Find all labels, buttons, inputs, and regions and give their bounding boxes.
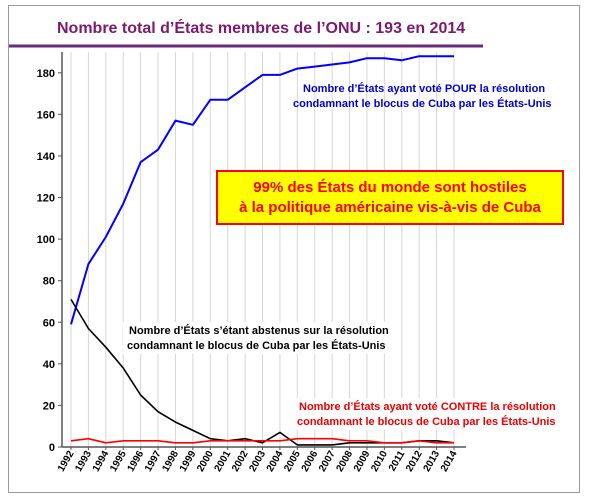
y-tick-label-20: 20	[43, 400, 55, 412]
y-tick-label-80: 80	[43, 276, 55, 288]
callout-line2: à la politique américaine vis-à-vis de C…	[239, 199, 541, 216]
y-tick-label-120: 120	[37, 193, 55, 205]
annotation-abstention-line1: Nombre d’États s’étant abstenus sur la r…	[129, 324, 389, 337]
x-tick-label-2001: 2001	[213, 449, 234, 474]
annotation-abstention-bg	[123, 322, 400, 354]
x-tick-label-1997: 1997	[143, 449, 164, 474]
x-tick-label-2003: 2003	[247, 449, 268, 474]
x-tick-label-2008: 2008	[334, 449, 355, 474]
x-tick-label-2007: 2007	[317, 449, 338, 474]
x-tick-label-2004: 2004	[265, 449, 286, 474]
y-tick-label-100: 100	[37, 234, 55, 246]
annotation-contre-line1: Nombre d’États ayant voté CONTRE la réso…	[299, 400, 556, 413]
callout-rect	[216, 170, 564, 225]
annotation-contre-bg	[291, 398, 573, 430]
y-tick-label-40: 40	[43, 359, 55, 371]
x-tick-label-2009: 2009	[352, 449, 373, 474]
x-tick-label-2010: 2010	[369, 449, 390, 474]
x-tick-label-2012: 2012	[404, 449, 425, 474]
series-lines	[70, 55, 455, 446]
x-tick-label-1995: 1995	[108, 449, 129, 474]
x-tick-label-2002: 2002	[230, 449, 251, 474]
chart-frame: 0 20 40 60 80 100 120 140 160 180 1992 1993 1994 199…	[8, 5, 580, 493]
annotation-contre: Nombre d’États ayant voté CONTRE la réso…	[291, 398, 573, 430]
axes	[61, 52, 466, 448]
annotation-contre-line2: condamnant le blocus de Cuba par les Éta…	[297, 415, 556, 428]
x-tick-label-2000: 2000	[195, 449, 216, 474]
x-tick-label-2005: 2005	[282, 449, 303, 474]
y-tick-label-180: 180	[37, 68, 55, 80]
y-tick-label-160: 160	[37, 109, 55, 121]
x-tick-label-1999: 1999	[178, 449, 199, 474]
x-tick-label-1993: 1993	[73, 449, 94, 474]
x-tick-label-1992: 1992	[56, 449, 77, 474]
annotation-pour-line2: condamnant le blocus de Cuba par les Éta…	[293, 97, 552, 110]
x-tick-label-1998: 1998	[160, 449, 181, 474]
x-tick-label-1996: 1996	[126, 449, 147, 474]
x-tick-label-2014: 2014	[439, 449, 460, 474]
y-tick-label-0: 0	[49, 442, 55, 454]
x-tick-label-2013: 2013	[422, 449, 443, 474]
series-line-pour	[70, 55, 454, 325]
y-axis-ticks: 0 20 40 60 80 100 120 140 160 180	[37, 68, 62, 454]
callout-line1: 99% des États du monde sont hostiles	[253, 179, 526, 196]
annotation-pour: Nombre d’États ayant voté POUR la résolu…	[293, 82, 552, 110]
x-tick-label-2006: 2006	[300, 449, 321, 474]
series-line-contre	[70, 437, 454, 444]
y-tick-label-140: 140	[37, 151, 55, 163]
chart-title: Nombre total d’États membres de l’ONU : …	[57, 18, 465, 37]
annotation-pour-line1: Nombre d’États ayant voté POUR la résolu…	[303, 82, 545, 95]
y-tick-label-60: 60	[43, 317, 55, 329]
annotation-abstention: Nombre d’États s’étant abstenus sur la r…	[123, 322, 400, 354]
grid-lines	[70, 52, 455, 447]
x-tick-label-1994: 1994	[91, 449, 112, 474]
annotation-abstention-line2: condamnant le blocus de Cuba par les Éta…	[127, 339, 386, 352]
callout-box: 99% des États du monde sont hostiles à l…	[216, 170, 564, 225]
x-axis-ticks: 1992199319941995199619971998199920002001…	[56, 447, 460, 474]
